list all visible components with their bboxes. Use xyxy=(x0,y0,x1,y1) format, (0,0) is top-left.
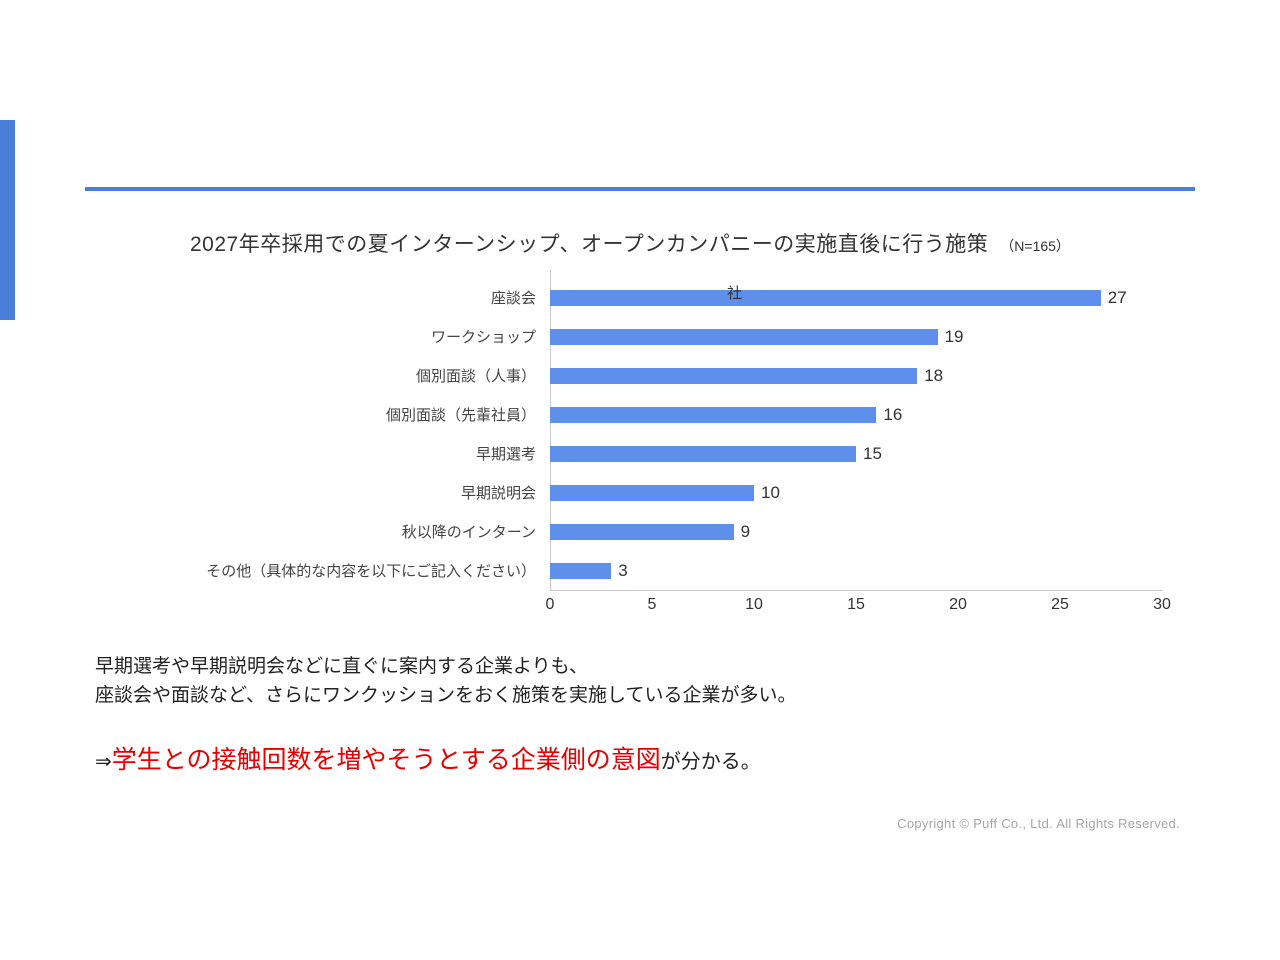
conclusion-text: ⇒学生との接触回数を増やそうとする企業側の意図が分かる。 xyxy=(95,740,761,776)
left-accent-bar xyxy=(0,120,15,320)
bar-track: 3 xyxy=(550,551,1162,590)
category-label: 早期説明会 xyxy=(460,485,536,502)
chart-rows: 座談会 27 ワークショップ 19 個別面談（人事） 18 個別面談（先輩社員） 16 早期選考… xyxy=(95,270,1205,590)
category-label: ワークショップ xyxy=(430,329,536,346)
conclusion-suffix: が分かる。 xyxy=(660,751,761,773)
value-label: 19 xyxy=(944,326,964,346)
value-label: 9 xyxy=(740,521,751,541)
bar xyxy=(550,289,1101,306)
bar xyxy=(550,562,612,579)
axis-unit-label: 社 xyxy=(727,285,743,302)
x-tick-label: 0 xyxy=(545,596,555,613)
bar xyxy=(550,523,734,540)
value-label: 16 xyxy=(883,404,903,424)
bar xyxy=(550,445,856,462)
category-label: 個別面談（先輩社員） xyxy=(385,407,536,424)
category-label: 秋以降のインターン xyxy=(401,524,536,541)
bar xyxy=(550,367,918,384)
bar xyxy=(550,406,877,423)
copyright-footer: Copyright © Puff Co., Ltd. All Rights Re… xyxy=(897,816,1180,831)
x-tick-label: 15 xyxy=(847,596,865,613)
category-label: 早期選考 xyxy=(475,446,536,463)
bar-row: 早期説明会 10 xyxy=(95,473,1205,512)
bar-row: 個別面談（人事） 18 xyxy=(95,356,1205,395)
bar-row: その他（具体的な内容を以下にご記入ください） 3 xyxy=(95,551,1205,590)
chart-title: 2027年卒採用での夏インターンシップ、オープンカンパニーの実施直後に行う施策 xyxy=(190,233,989,256)
bar-chart: 座談会 27 ワークショップ 19 個別面談（人事） 18 個別面談（先輩社員） 16 早期選考… xyxy=(95,270,1205,620)
bar xyxy=(550,484,754,501)
bar xyxy=(550,328,938,345)
bar-track: 10 xyxy=(550,473,1162,512)
insight-line-1: 早期選考や早期説明会などに直ぐに案内する企業よりも、 xyxy=(95,656,589,677)
x-tick-label: 30 xyxy=(1153,596,1171,613)
bar-track: 27 xyxy=(550,278,1162,317)
x-tick-label: 20 xyxy=(949,596,967,613)
conclusion-prefix: ⇒ xyxy=(95,751,112,773)
bar-row: 座談会 27 xyxy=(95,278,1205,317)
bar-track: 18 xyxy=(550,356,1162,395)
category-label: 座談会 xyxy=(490,290,536,307)
x-tick-label: 5 xyxy=(647,596,657,613)
x-tick-label: 10 xyxy=(745,596,763,613)
bar-row: 個別面談（先輩社員） 16 xyxy=(95,395,1205,434)
category-label: その他（具体的な内容を以下にご記入ください） xyxy=(206,563,536,580)
bar-track: 9 xyxy=(550,512,1162,551)
bar-track: 19 xyxy=(550,317,1162,356)
x-axis: 0 5 10 15 20 25 30 xyxy=(546,590,1171,620)
bar-row: 秋以降のインターン 9 xyxy=(95,512,1205,551)
value-label: 18 xyxy=(924,365,944,385)
bar-track: 16 xyxy=(550,395,1162,434)
bar-track: 15 xyxy=(550,434,1162,473)
value-label: 27 xyxy=(1107,287,1127,307)
title-row: 2027年卒採用での夏インターンシップ、オープンカンパニーの実施直後に行う施策 … xyxy=(190,228,1070,258)
x-tick-label: 25 xyxy=(1051,596,1069,613)
top-divider-rule xyxy=(85,187,1195,191)
category-label: 個別面談（人事） xyxy=(415,368,536,385)
value-label: 15 xyxy=(863,443,882,463)
conclusion-highlight-text: 学生との接触回数を増やそうとする企業側の意図 xyxy=(111,746,661,774)
bar-row: ワークショップ 19 xyxy=(95,317,1205,356)
insight-text: 早期選考や早期説明会などに直ぐに案内する企業よりも、 座談会や面談など、さらにワ… xyxy=(95,652,796,711)
insight-line-2: 座談会や面談など、さらにワンクッションをおく施策を実施している企業が多い。 xyxy=(95,685,797,707)
sample-size-note: （N=165） xyxy=(1000,238,1070,254)
value-label: 3 xyxy=(618,560,628,580)
bar-row: 早期選考 15 xyxy=(95,434,1205,473)
value-label: 10 xyxy=(761,482,780,502)
